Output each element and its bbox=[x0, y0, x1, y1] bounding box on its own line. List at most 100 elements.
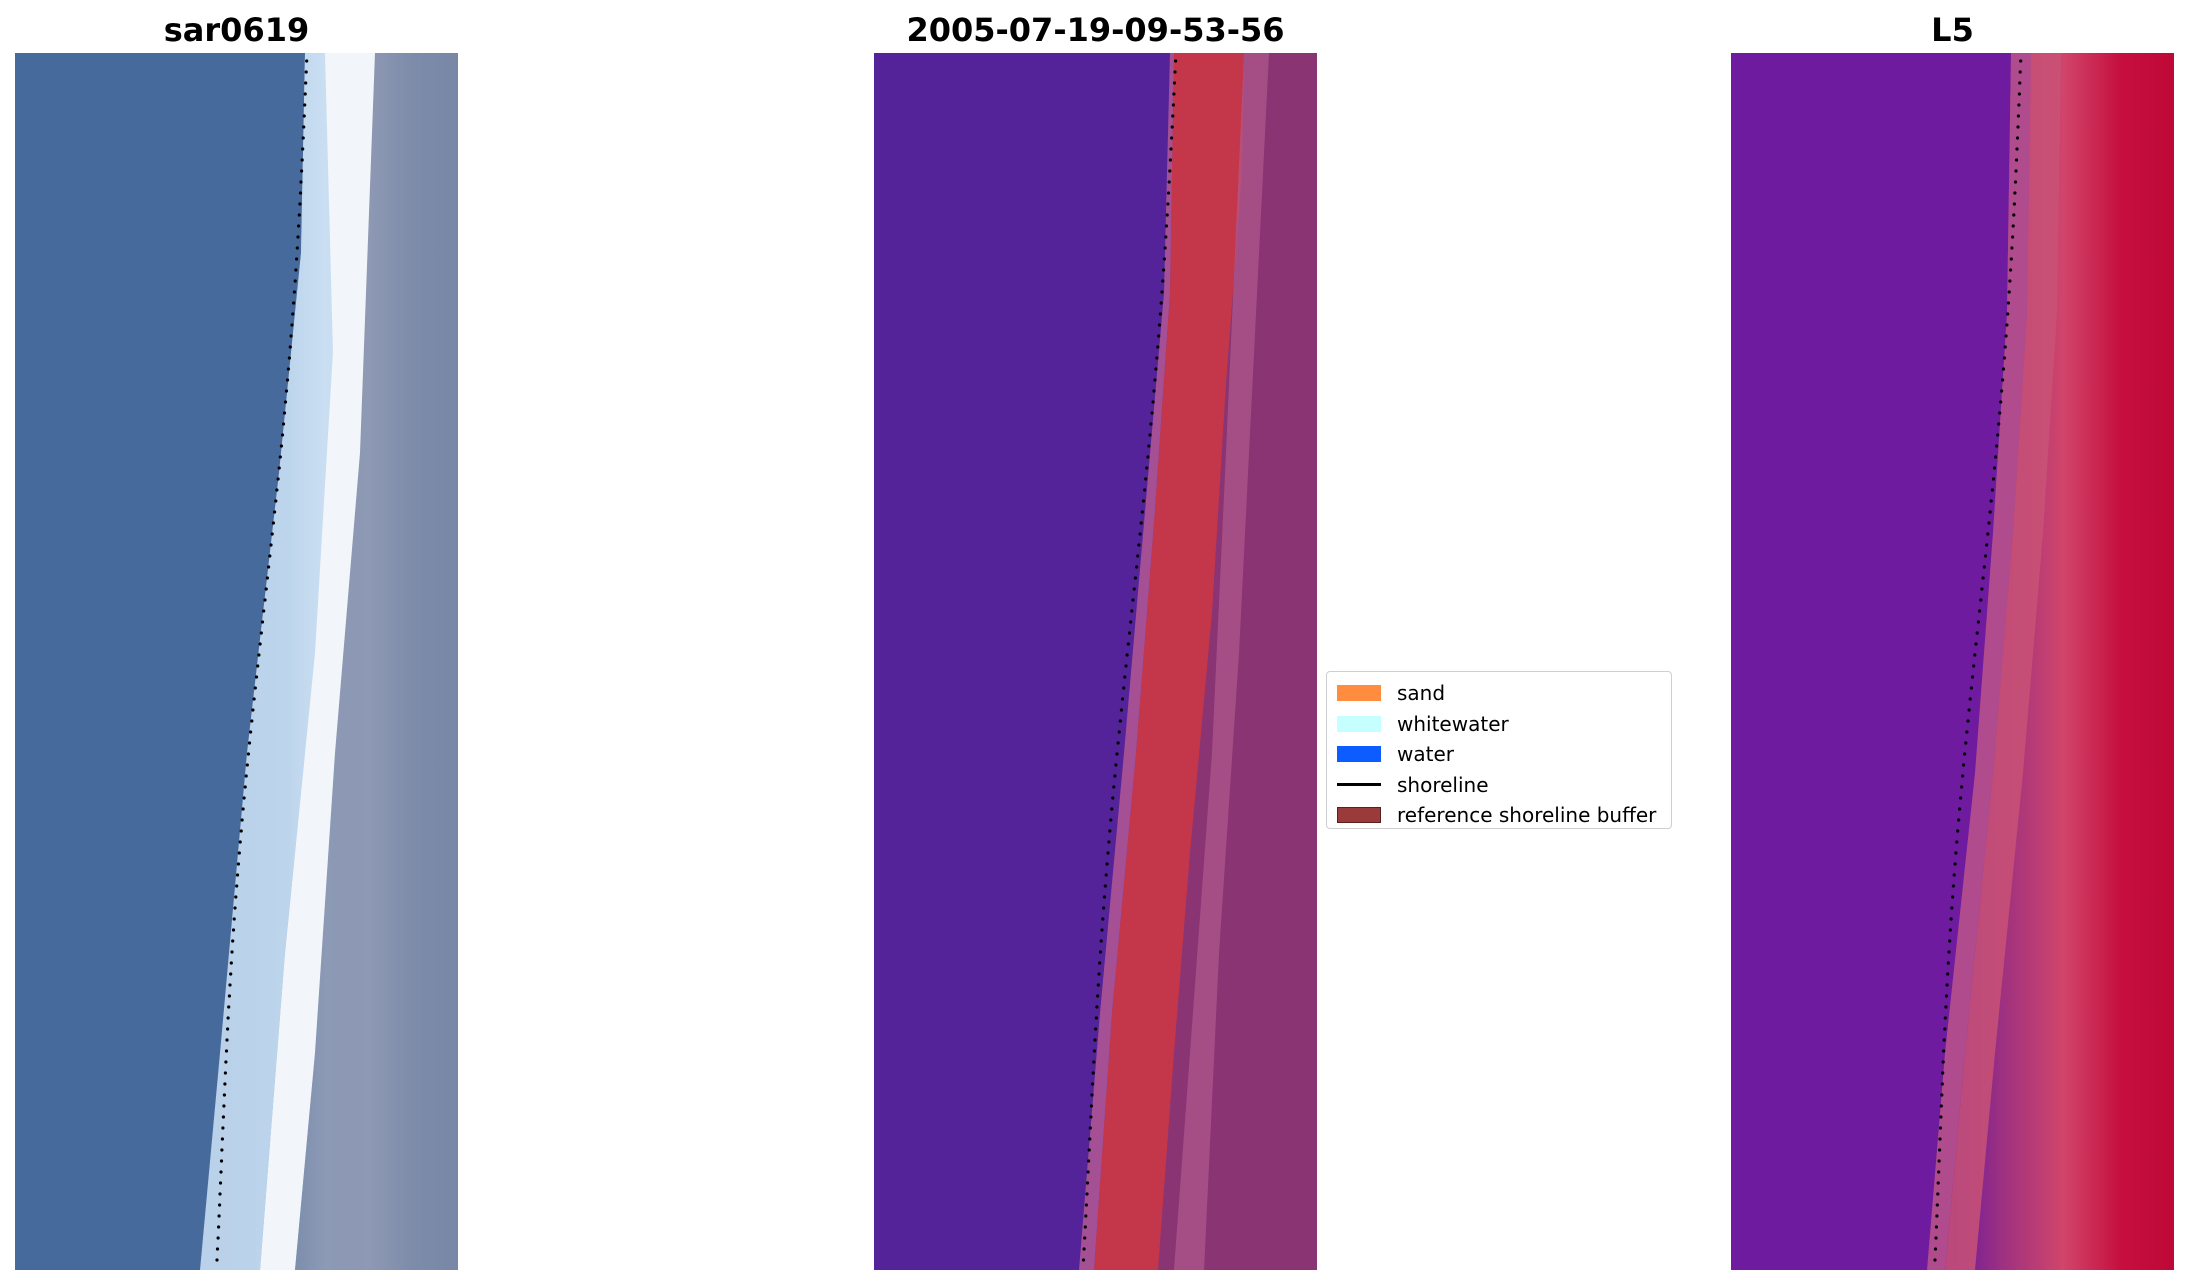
shoreline-dot bbox=[2005, 323, 2009, 327]
shoreline-dot bbox=[1099, 939, 1103, 943]
shoreline-dots-center bbox=[1081, 59, 1178, 1262]
shoreline-dot bbox=[1951, 884, 1955, 888]
shoreline-dot bbox=[243, 785, 247, 789]
shoreline-dot bbox=[293, 279, 297, 283]
shoreline-dot bbox=[292, 290, 296, 294]
shoreline-dot bbox=[1982, 565, 1986, 569]
shoreline-dot bbox=[1148, 433, 1152, 437]
shoreline-dot bbox=[1095, 1005, 1099, 1009]
shoreline-dot bbox=[1089, 1115, 1093, 1119]
shoreline-dot bbox=[1125, 653, 1129, 657]
shoreline-dot bbox=[1112, 785, 1116, 789]
shoreline-dot bbox=[286, 367, 290, 371]
shoreline-dot bbox=[2019, 59, 2023, 63]
shoreline-dot bbox=[280, 433, 285, 437]
shoreline-dot bbox=[1954, 851, 1958, 855]
shoreline-dot bbox=[2011, 235, 2015, 239]
panel-title-right: L5 bbox=[1931, 11, 1974, 49]
shoreline-dot bbox=[1143, 488, 1147, 492]
shoreline-dot bbox=[1107, 840, 1111, 844]
shoreline-dot bbox=[1156, 345, 1160, 349]
shoreline-dot bbox=[1120, 697, 1125, 701]
shoreline-dot bbox=[1975, 631, 1979, 635]
shoreline-dot bbox=[242, 796, 246, 800]
shoreline-dot bbox=[301, 136, 305, 140]
shoreline-dot bbox=[305, 59, 309, 63]
shoreline-dot bbox=[1109, 818, 1113, 822]
shoreline-dot bbox=[1989, 499, 1993, 503]
shoreline-dot bbox=[279, 444, 283, 448]
shoreline-dot bbox=[2000, 389, 2004, 393]
shoreline-dot bbox=[1987, 521, 1991, 525]
index-image bbox=[1731, 53, 2174, 1270]
shoreline-dot bbox=[1169, 147, 1173, 151]
shoreline-dot bbox=[219, 1159, 224, 1163]
shoreline-dot bbox=[1935, 1214, 1939, 1218]
classified-image bbox=[874, 53, 1317, 1270]
shoreline-dot bbox=[1936, 1192, 1940, 1196]
shoreline-dot bbox=[2002, 356, 2006, 360]
shoreline-dot bbox=[271, 521, 275, 525]
shoreline-dot bbox=[302, 125, 306, 129]
shoreline-dot bbox=[1140, 510, 1144, 514]
shoreline-dot bbox=[219, 1170, 223, 1174]
shoreline-dot bbox=[1088, 1137, 1092, 1141]
shoreline-dot bbox=[2001, 367, 2006, 371]
shoreline-dots-left bbox=[215, 59, 309, 1262]
shoreline-dot bbox=[1126, 642, 1130, 646]
shoreline-dot bbox=[1122, 686, 1126, 690]
shoreline-dot bbox=[225, 1038, 229, 1042]
shoreline-dot bbox=[1934, 1225, 1938, 1229]
shoreline-dot bbox=[1119, 708, 1123, 712]
shoreline-dot bbox=[229, 972, 233, 976]
shoreline-dot bbox=[1973, 653, 1977, 657]
shoreline-dot bbox=[1957, 818, 1961, 822]
legend-label: shoreline bbox=[1397, 772, 1489, 797]
shoreline-dot bbox=[1084, 1214, 1088, 1218]
shoreline-dot bbox=[226, 1027, 230, 1031]
shoreline-dot bbox=[232, 917, 236, 921]
shoreline-dot bbox=[221, 1115, 225, 1119]
shoreline-dot bbox=[1952, 873, 1956, 877]
shoreline-dot bbox=[224, 1060, 228, 1064]
shoreline-dot bbox=[284, 389, 289, 393]
shoreline-dot bbox=[1946, 961, 1950, 965]
shoreline-dot bbox=[254, 675, 259, 679]
shoreline-dot bbox=[215, 1258, 219, 1262]
shoreline-dot bbox=[1151, 400, 1155, 404]
shoreline-dot bbox=[1094, 1027, 1098, 1031]
shoreline-dot bbox=[2017, 103, 2021, 107]
shoreline-dot bbox=[270, 532, 274, 536]
shoreline-dot bbox=[1141, 499, 1146, 503]
shoreline-dot bbox=[1983, 554, 1988, 558]
shoreline-dot bbox=[1990, 488, 1994, 492]
shoreline-dot bbox=[1933, 1258, 1937, 1262]
classification-panel bbox=[874, 53, 1317, 1270]
shoreline-dot bbox=[234, 895, 238, 899]
shoreline-dot bbox=[263, 598, 267, 602]
shoreline-dot bbox=[1092, 1049, 1096, 1053]
shoreline-dot bbox=[301, 147, 305, 151]
shoreline-dot bbox=[292, 301, 296, 305]
shoreline-dot bbox=[1085, 1181, 1090, 1185]
shoreline-dot bbox=[277, 466, 281, 470]
shoreline-dot bbox=[1127, 631, 1132, 635]
shoreline-dot bbox=[227, 994, 231, 998]
shoreline-dot bbox=[1081, 1258, 1086, 1262]
shoreline-dot bbox=[2015, 136, 2020, 140]
shoreline-dot bbox=[1103, 884, 1107, 888]
shoreline-dot bbox=[300, 158, 304, 162]
shoreline-dot bbox=[250, 719, 254, 723]
shoreline-dot bbox=[1943, 1027, 1947, 1031]
shoreline-dot bbox=[1948, 928, 1952, 932]
shoreline-dot bbox=[1999, 400, 2003, 404]
shoreline-dot bbox=[1155, 356, 1159, 360]
shoreline-dot bbox=[253, 686, 257, 690]
shoreline-dot bbox=[1096, 994, 1100, 998]
legend-item-sand: sand bbox=[1337, 678, 1661, 709]
shoreline-dot bbox=[1096, 983, 1100, 987]
shoreline-dot bbox=[222, 1104, 226, 1108]
shoreline-dot bbox=[1962, 763, 1966, 767]
shoreline-dot bbox=[1996, 433, 2000, 437]
shoreline-dot bbox=[275, 488, 279, 492]
